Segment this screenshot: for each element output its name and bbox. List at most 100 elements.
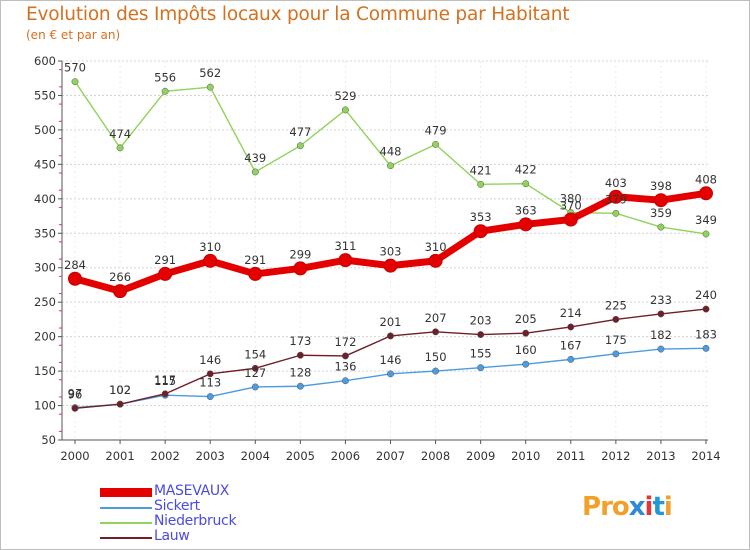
point-sickert <box>522 360 530 368</box>
chart-plot: 50 100 150 200 250 300 350 400 450 500 550 600 2000 2… <box>34 54 721 463</box>
legend-item-masevaux: MASEVAUX <box>100 483 320 501</box>
data-label-masevaux: 370 <box>560 198 582 212</box>
y-tick-label: 200 <box>34 330 56 344</box>
data-label-sickert: 150 <box>425 350 447 364</box>
data-label-sickert: 183 <box>695 327 717 341</box>
y-tick-label: 50 <box>41 433 56 447</box>
data-label-sickert: 115 <box>154 374 176 388</box>
legend-label: Lauw <box>154 528 190 544</box>
x-tick-label: 2000 <box>60 449 89 463</box>
point-niederbruck <box>341 106 349 114</box>
point-sickert <box>657 345 665 353</box>
point-lauw <box>341 352 349 360</box>
point-lauw <box>567 323 575 331</box>
point-sickert <box>251 383 259 391</box>
point-lauw <box>612 315 620 323</box>
data-label-masevaux: 311 <box>334 239 356 253</box>
y-tick-label: 250 <box>34 295 56 309</box>
point-niederbruck <box>657 223 665 231</box>
data-label-lauw: 146 <box>199 353 221 367</box>
x-tick-label: 2008 <box>421 449 450 463</box>
data-label-lauw: 225 <box>605 298 627 312</box>
legend-item-lauw: Lauw <box>100 528 320 546</box>
logo-letter: o <box>611 492 630 522</box>
data-label-sickert: 155 <box>470 347 492 361</box>
logo-letter: t <box>652 492 664 522</box>
y-tick-label: 300 <box>34 261 56 275</box>
logo-letter: r <box>600 492 613 522</box>
chart-title: Evolution des Impôts locaux pour la Comm… <box>26 4 570 25</box>
data-label-niederbruck: 479 <box>425 123 447 137</box>
logo-letter: i <box>644 492 654 522</box>
point-niederbruck <box>522 180 530 188</box>
point-lauw <box>432 328 440 336</box>
data-label-lauw: 233 <box>650 293 672 307</box>
point-masevaux <box>293 261 308 276</box>
data-label-masevaux: 284 <box>64 258 86 272</box>
legend-item-niederbruck: Niederbruck <box>100 513 320 531</box>
point-masevaux <box>338 253 353 268</box>
point-masevaux <box>68 271 82 286</box>
data-label-sickert: 127 <box>244 366 266 380</box>
data-label-niederbruck: 379 <box>605 192 627 206</box>
data-label-masevaux: 403 <box>605 176 627 190</box>
data-label-lauw: 173 <box>289 334 311 348</box>
x-tick-label: 2002 <box>151 449 180 463</box>
data-label-niederbruck: 380 <box>560 192 582 206</box>
point-niederbruck <box>116 144 124 152</box>
data-label-sickert: 167 <box>560 338 582 352</box>
x-tick-label: 2007 <box>376 449 405 463</box>
data-label-lauw: 172 <box>334 335 356 349</box>
data-label-masevaux: 408 <box>695 172 717 186</box>
point-masevaux <box>563 212 578 227</box>
point-sickert <box>432 367 440 375</box>
point-masevaux <box>113 284 128 299</box>
point-masevaux <box>428 253 443 268</box>
data-label-niederbruck: 556 <box>154 70 176 84</box>
point-lauw <box>387 332 394 340</box>
data-label-sickert: 146 <box>380 353 402 367</box>
point-sickert <box>702 344 710 352</box>
data-label-sickert: 175 <box>605 333 627 347</box>
logo-letter: P <box>582 492 601 522</box>
x-tick-label: 2001 <box>105 449 134 463</box>
plot-area <box>62 61 708 440</box>
point-sickert <box>567 355 575 363</box>
data-label-sickert: 102 <box>109 383 131 397</box>
point-niederbruck <box>477 180 485 188</box>
point-sickert <box>341 377 349 385</box>
data-label-sickert: 160 <box>515 343 537 357</box>
data-label-niederbruck: 349 <box>695 213 717 227</box>
point-niederbruck <box>387 162 394 170</box>
proxiti-logo: Proxiti <box>582 492 673 522</box>
x-tick-label: 2006 <box>331 449 360 463</box>
data-label-niederbruck: 439 <box>244 151 266 165</box>
legend-swatch <box>100 537 152 539</box>
data-label-lauw: 205 <box>515 312 537 326</box>
point-niederbruck <box>296 142 304 150</box>
legend-swatch <box>100 488 152 497</box>
data-label-lauw: 214 <box>560 306 582 320</box>
legend-item-sickert: Sickert <box>100 498 320 516</box>
data-label-lauw: 154 <box>244 347 266 361</box>
legend-swatch <box>100 507 152 509</box>
data-label-masevaux: 363 <box>515 203 537 217</box>
x-tick-label: 2013 <box>646 449 675 463</box>
data-label-masevaux: 303 <box>380 245 402 259</box>
data-label-lauw: 240 <box>695 288 717 302</box>
point-sickert <box>296 382 304 390</box>
x-tick-label: 2012 <box>601 449 630 463</box>
data-label-niederbruck: 474 <box>109 127 131 141</box>
data-label-niederbruck: 421 <box>470 163 492 177</box>
data-label-niederbruck: 529 <box>334 89 356 103</box>
x-tick-label: 2014 <box>691 449 720 463</box>
data-label-lauw: 96 <box>68 387 83 401</box>
data-label-masevaux: 266 <box>109 270 131 284</box>
point-masevaux <box>248 266 263 281</box>
point-masevaux <box>473 224 488 239</box>
data-label-masevaux: 398 <box>650 179 672 193</box>
x-tick-label: 2011 <box>556 449 585 463</box>
point-masevaux <box>653 193 668 208</box>
point-masevaux <box>383 258 398 273</box>
data-label-masevaux: 310 <box>199 240 221 254</box>
